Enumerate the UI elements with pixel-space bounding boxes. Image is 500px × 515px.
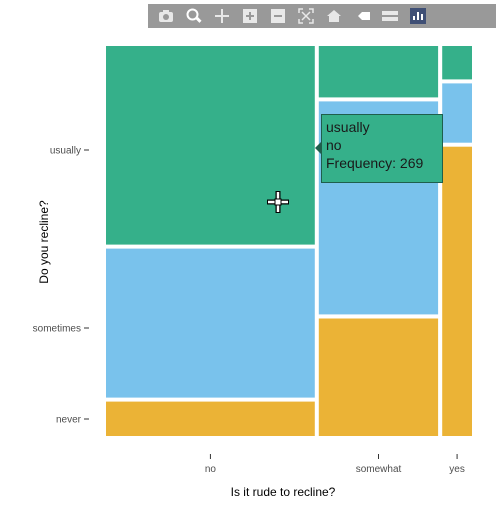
mosaic-cell-yes-usually[interactable] — [442, 46, 472, 80]
mosaic-cell-somewhat-never[interactable] — [318, 318, 439, 437]
y-tick-label-usually: usually — [50, 146, 81, 157]
zoom-icon[interactable] — [183, 6, 205, 26]
mosaic-cell-somewhat-usually[interactable] — [318, 46, 439, 98]
zoom-in-icon[interactable] — [239, 6, 261, 26]
camera-icon[interactable] — [155, 6, 177, 26]
y-axis-title: Do you recline? — [37, 200, 51, 284]
mosaic-cell-no-sometimes[interactable] — [106, 248, 315, 398]
plotly-logo-icon[interactable] — [407, 6, 429, 26]
hover-tooltip: usually no Frequency: 269 — [321, 114, 443, 183]
spike-lines-icon[interactable] — [351, 6, 373, 26]
mosaic-cell-no-never[interactable] — [106, 401, 315, 436]
tooltip-category: usually — [326, 119, 370, 135]
autoscale-icon[interactable] — [295, 6, 317, 26]
zoom-out-icon[interactable] — [267, 6, 289, 26]
tooltip-arrow — [315, 141, 322, 155]
pan-icon[interactable] — [211, 6, 233, 26]
x-tick-label-no: no — [205, 464, 217, 475]
x-tick-label-somewhat: somewhat — [356, 464, 402, 475]
reset-axes-icon[interactable] — [323, 6, 345, 26]
tooltip-frequency: Frequency: 269 — [326, 155, 424, 171]
modebar — [148, 4, 496, 28]
compare-data-icon[interactable] — [379, 6, 401, 26]
move-cursor-icon — [267, 191, 289, 213]
mosaic-cell-yes-sometimes[interactable] — [442, 83, 472, 143]
y-tick-label-never: never — [56, 415, 82, 426]
tooltip-group: no — [326, 137, 342, 153]
y-tick-label-sometimes: sometimes — [33, 324, 81, 335]
mosaic-cell-yes-never[interactable] — [442, 146, 472, 436]
x-tick-label-yes: yes — [449, 464, 465, 475]
x-axis-title: Is it rude to recline? — [231, 485, 336, 499]
